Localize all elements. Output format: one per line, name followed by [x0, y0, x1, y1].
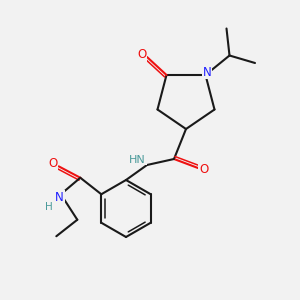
Text: N: N	[202, 65, 211, 79]
Text: O: O	[200, 163, 208, 176]
Text: H: H	[45, 202, 53, 212]
Text: O: O	[137, 48, 146, 61]
Text: HN: HN	[129, 154, 146, 165]
Text: N: N	[55, 191, 64, 204]
Text: O: O	[48, 157, 57, 170]
